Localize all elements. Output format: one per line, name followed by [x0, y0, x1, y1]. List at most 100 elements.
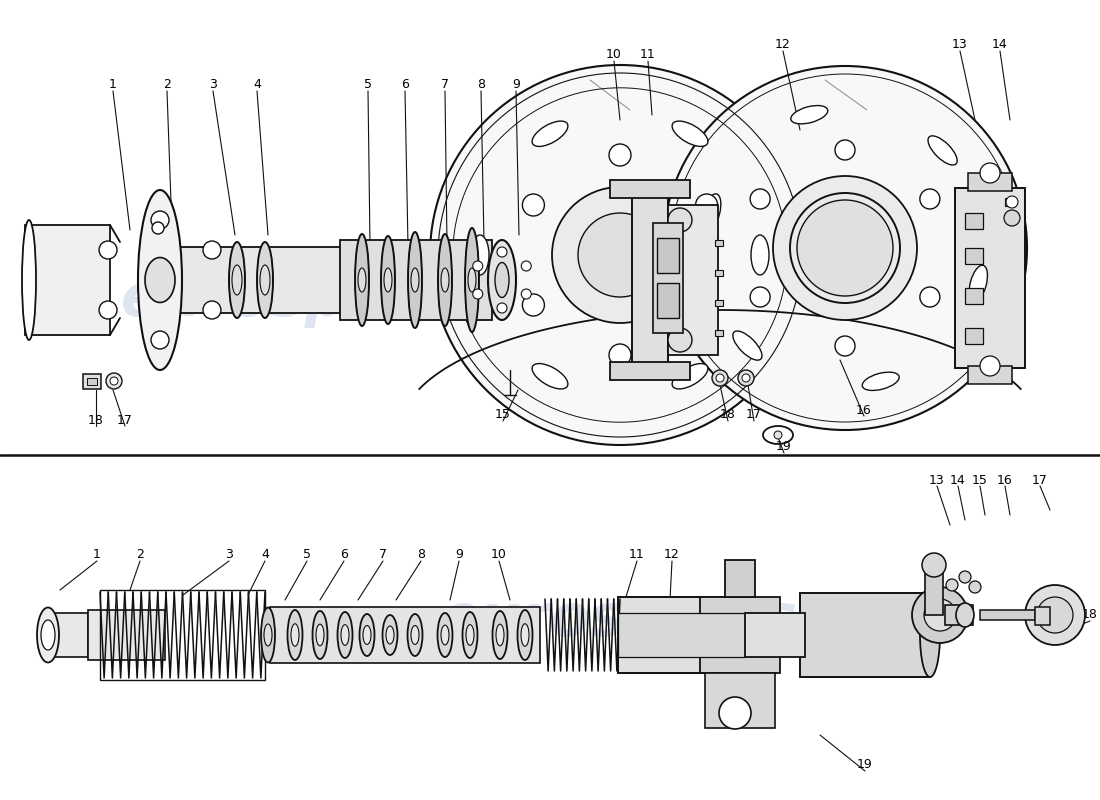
Circle shape [1004, 210, 1020, 226]
Ellipse shape [260, 265, 270, 295]
Text: 16: 16 [856, 403, 872, 417]
Ellipse shape [229, 242, 245, 318]
Bar [100, 590, 265, 680]
Bar [925, 570, 943, 615]
Circle shape [609, 344, 631, 366]
Text: 18: 18 [720, 409, 736, 422]
Text: 13: 13 [930, 474, 945, 486]
Text: 17: 17 [117, 414, 133, 426]
Text: 14: 14 [950, 474, 966, 486]
Text: 12: 12 [776, 38, 791, 51]
Ellipse shape [338, 612, 352, 658]
Text: 3: 3 [209, 78, 217, 91]
Ellipse shape [138, 190, 182, 370]
Text: 19: 19 [857, 758, 873, 771]
Circle shape [497, 303, 507, 313]
Circle shape [473, 261, 483, 271]
Bar [965, 248, 983, 264]
Circle shape [750, 189, 770, 209]
Circle shape [204, 301, 221, 319]
Ellipse shape [257, 242, 273, 318]
Circle shape [152, 222, 164, 234]
Circle shape [521, 289, 531, 299]
Text: 6: 6 [402, 78, 409, 91]
Text: 6: 6 [340, 549, 348, 562]
Text: 18: 18 [1082, 609, 1098, 622]
Ellipse shape [312, 611, 328, 659]
Ellipse shape [703, 194, 720, 230]
Circle shape [151, 331, 169, 349]
Text: 8: 8 [417, 549, 425, 562]
Circle shape [695, 194, 717, 216]
Ellipse shape [493, 611, 507, 659]
Bar [340, 240, 492, 320]
Ellipse shape [292, 624, 299, 646]
Text: 8: 8 [477, 78, 485, 91]
Circle shape [663, 66, 1027, 430]
Text: 18: 18 [88, 414, 103, 426]
Circle shape [920, 287, 939, 307]
Text: 9: 9 [455, 549, 463, 562]
Bar [1035, 607, 1050, 625]
Ellipse shape [355, 234, 368, 326]
Ellipse shape [22, 220, 36, 340]
Ellipse shape [969, 266, 988, 302]
Circle shape [609, 144, 631, 166]
Circle shape [835, 140, 855, 160]
Circle shape [204, 241, 221, 259]
Ellipse shape [261, 607, 275, 662]
Ellipse shape [37, 607, 59, 662]
Text: 1: 1 [94, 549, 101, 562]
Circle shape [835, 336, 855, 356]
Bar [968, 366, 1012, 384]
Text: 13: 13 [953, 38, 968, 51]
Ellipse shape [411, 626, 419, 645]
Ellipse shape [928, 136, 957, 165]
Ellipse shape [287, 610, 303, 660]
Circle shape [922, 553, 946, 577]
Text: 10: 10 [491, 549, 507, 562]
Ellipse shape [468, 268, 476, 292]
Bar [700, 597, 780, 673]
Ellipse shape [386, 626, 394, 644]
Ellipse shape [462, 612, 477, 658]
Circle shape [106, 373, 122, 389]
Circle shape [924, 599, 956, 631]
Text: 4: 4 [253, 78, 261, 91]
Circle shape [668, 208, 692, 232]
Bar [955, 188, 1025, 368]
Ellipse shape [862, 372, 899, 390]
Ellipse shape [532, 363, 568, 389]
Text: 9: 9 [513, 78, 520, 91]
Circle shape [742, 374, 750, 382]
Circle shape [798, 200, 893, 296]
Bar [668, 205, 718, 355]
Bar [715, 240, 723, 246]
Circle shape [920, 189, 939, 209]
Circle shape [99, 301, 117, 319]
Ellipse shape [466, 625, 474, 646]
Ellipse shape [672, 121, 708, 146]
Circle shape [1006, 196, 1018, 208]
Circle shape [151, 211, 169, 229]
Text: 11: 11 [640, 49, 656, 62]
Bar [980, 610, 1035, 620]
Ellipse shape [791, 106, 828, 124]
Ellipse shape [358, 268, 366, 292]
Circle shape [719, 697, 751, 729]
Bar [715, 270, 723, 276]
Circle shape [946, 579, 958, 591]
Text: 3: 3 [226, 549, 233, 562]
Bar [705, 673, 776, 728]
Ellipse shape [411, 268, 419, 292]
Text: 15: 15 [495, 409, 510, 422]
Circle shape [712, 370, 728, 386]
Ellipse shape [145, 258, 175, 302]
Text: 16: 16 [997, 474, 1013, 486]
Ellipse shape [316, 624, 324, 646]
Ellipse shape [465, 228, 478, 332]
Circle shape [522, 294, 544, 316]
Bar [618, 597, 745, 673]
Circle shape [668, 328, 692, 352]
Text: 2: 2 [163, 78, 170, 91]
